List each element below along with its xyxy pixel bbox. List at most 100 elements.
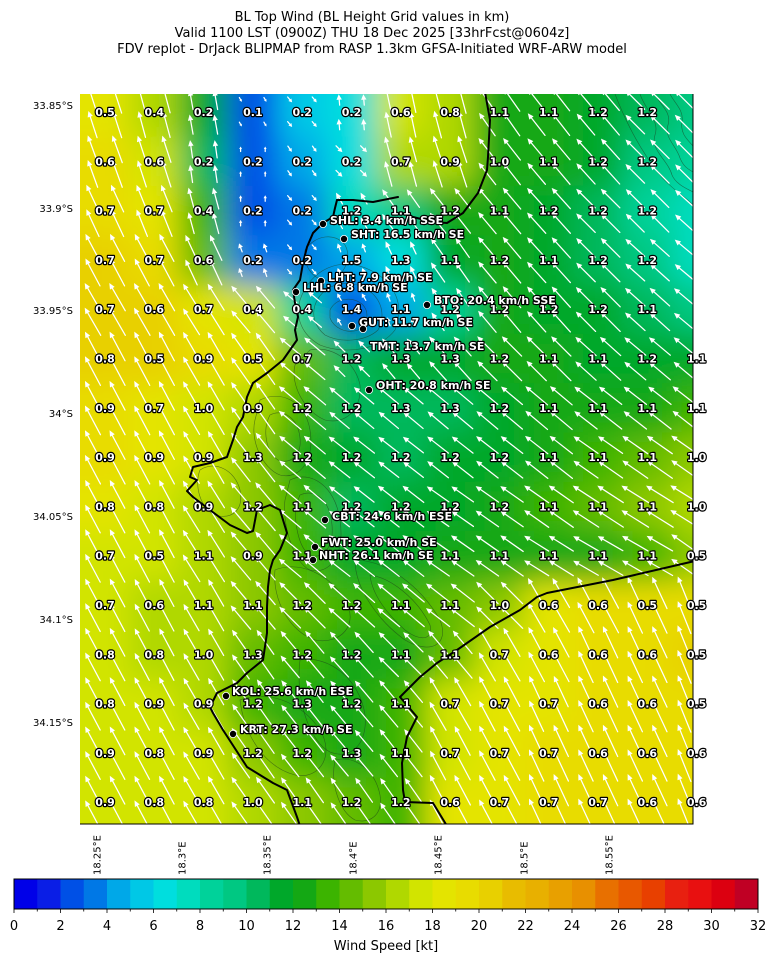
wind-arrow <box>403 656 424 678</box>
wind-arrow <box>648 411 672 430</box>
wind-arrow <box>599 336 622 357</box>
wind-arrow <box>305 680 324 703</box>
wind-arrow <box>478 212 497 235</box>
colorbar-segment <box>665 879 689 909</box>
wind-arrow <box>84 380 102 411</box>
wind-arrow <box>328 535 351 553</box>
wind-arrow <box>207 308 225 336</box>
wind-arrow <box>164 94 171 114</box>
wind-arrow <box>207 356 225 386</box>
grid-value: 1.1 <box>391 648 411 661</box>
wind-arrow <box>307 291 323 304</box>
wind-arrow <box>529 724 545 758</box>
wind-arrow <box>600 311 621 333</box>
wind-arrow <box>238 121 242 127</box>
wind-arrow <box>84 430 102 460</box>
wind-arrow <box>673 361 693 379</box>
wind-arrow <box>185 259 198 286</box>
colorbar-segment <box>409 879 433 909</box>
wind-arrow <box>305 704 324 728</box>
wind-arrow <box>305 729 325 753</box>
wind-arrow <box>624 337 647 356</box>
grid-value: 1.1 <box>490 205 510 218</box>
wind-arrow <box>134 479 151 509</box>
speed-cell <box>228 777 279 824</box>
grid-value: 1.2 <box>539 303 559 316</box>
wind-arrow <box>627 626 644 659</box>
wind-arrow <box>109 751 126 780</box>
grid-value: 0.8 <box>95 353 115 366</box>
wind-arrow <box>427 411 449 430</box>
grid-value: 0.9 <box>243 402 263 415</box>
grid-value: 1.2 <box>391 500 411 513</box>
wind-arrow <box>625 189 645 209</box>
wind-arrow <box>134 701 151 731</box>
wind-arrow <box>549 410 573 431</box>
wind-arrow <box>600 188 621 209</box>
wind-arrow <box>675 189 693 207</box>
grid-value: 0.9 <box>95 402 115 415</box>
speed-cell <box>671 678 693 729</box>
map-content <box>80 94 718 824</box>
wind-arrow <box>503 652 521 682</box>
wind-arrow <box>386 317 391 327</box>
wind-arrow <box>109 454 126 485</box>
wind-arrow <box>600 163 621 185</box>
grid-value: 1.2 <box>490 353 510 366</box>
wind-arrow <box>480 94 496 112</box>
grid-value: 0.5 <box>687 550 707 563</box>
wind-arrow <box>336 243 342 253</box>
colorbar-segment <box>60 879 85 909</box>
wind-arrow <box>311 219 317 226</box>
wind-arrow <box>677 798 689 824</box>
wind-arrow <box>311 170 317 177</box>
bathymetry-contour <box>639 94 693 193</box>
wind-arrow <box>574 386 598 406</box>
wind-arrow <box>671 534 693 551</box>
grid-value: 0.2 <box>292 254 312 267</box>
wind-arrow <box>185 234 198 261</box>
wind-arrow <box>382 363 396 380</box>
wind-arrow <box>699 264 718 280</box>
wind-arrow <box>451 461 474 479</box>
wind-arrow <box>450 608 475 628</box>
wind-arrow <box>553 724 570 758</box>
grid-value: 1.0 <box>243 796 263 809</box>
wind-arrow <box>625 213 645 233</box>
wind-arrow <box>385 265 393 280</box>
wind-arrow <box>207 554 226 583</box>
wind-arrow <box>552 113 571 136</box>
lon-label: 18.45°E <box>434 835 445 875</box>
wind-arrow <box>85 553 101 583</box>
station-marker <box>422 300 431 309</box>
wind-arrow <box>503 137 521 161</box>
colorbar-segment <box>525 879 550 909</box>
wind-arrow <box>627 724 644 758</box>
wind-arrow <box>548 535 574 552</box>
wind-arrow <box>401 607 425 628</box>
wind-arrow <box>230 482 252 507</box>
wind-arrow <box>187 114 194 135</box>
wind-arrow <box>330 680 349 703</box>
grid-value: 1.2 <box>342 353 362 366</box>
wind-arrow <box>385 241 393 255</box>
speed-cell <box>178 629 229 680</box>
grid-value: 0.4 <box>292 303 312 316</box>
wind-arrow <box>287 170 292 177</box>
colorbar-segment <box>641 879 666 909</box>
wind-arrow <box>307 315 323 328</box>
terrain-contour <box>304 236 349 281</box>
wind-arrow <box>622 535 649 552</box>
wind-arrow <box>408 136 418 163</box>
wind-arrow <box>134 307 151 336</box>
wind-arrow <box>478 310 497 333</box>
wind-arrow <box>478 627 496 657</box>
wind-arrow <box>255 406 276 435</box>
wind-arrow <box>377 485 400 504</box>
wind-arrow <box>159 233 175 262</box>
speed-cell <box>376 235 427 286</box>
wind-arrow <box>134 553 151 583</box>
wind-arrow <box>551 212 571 234</box>
colorbar-segments <box>14 879 759 909</box>
speed-cell <box>474 629 525 680</box>
